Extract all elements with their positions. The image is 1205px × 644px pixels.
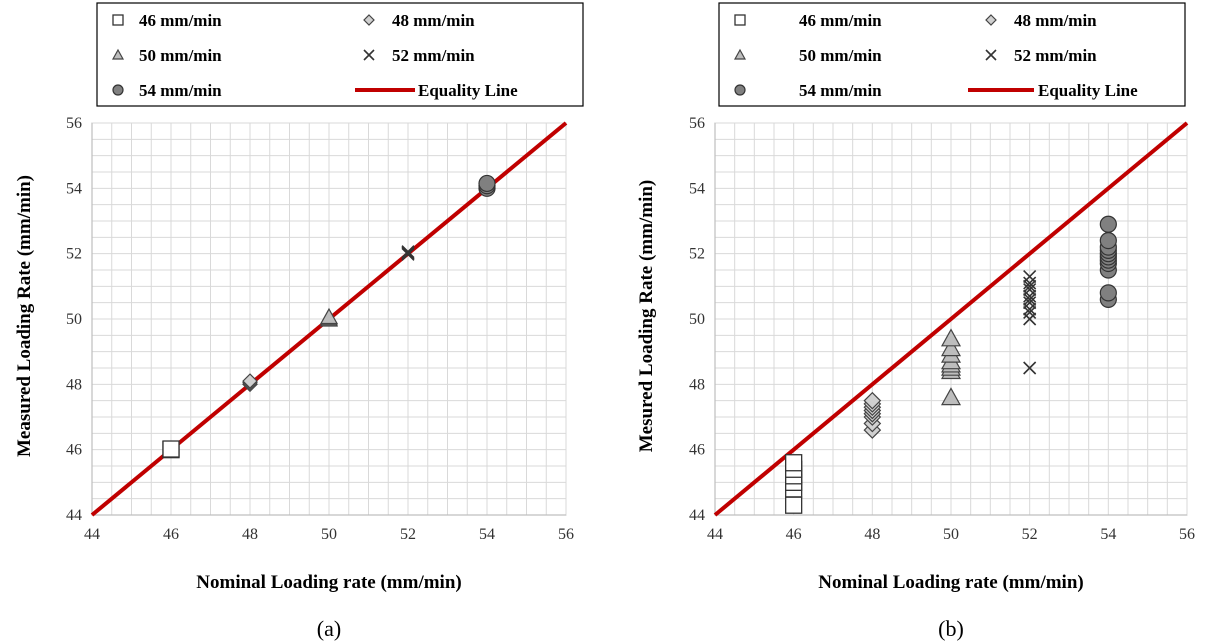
data-point-circle bbox=[1099, 215, 1117, 233]
y-tick-label: 44 bbox=[66, 507, 82, 524]
legend-a: 46 mm/min 48 mm/min 50 mm/min 52 mm/min 54 m… bbox=[111, 11, 518, 100]
legend-label: Equality Line bbox=[418, 81, 518, 100]
y-tick-label: 54 bbox=[689, 180, 705, 197]
x-tick-label: 48 bbox=[864, 526, 880, 543]
legend-label: 50 mm/min bbox=[139, 46, 222, 65]
data-point-cross bbox=[1023, 361, 1037, 375]
x-tick-label: 50 bbox=[943, 526, 959, 543]
data-point-cross bbox=[1023, 302, 1037, 316]
data-point-square bbox=[785, 454, 803, 472]
x-ticks-a: 44 46 48 50 52 54 56 bbox=[84, 526, 574, 543]
legend-label: 54 mm/min bbox=[799, 81, 882, 100]
legend-circle-swatch bbox=[734, 84, 746, 96]
legend-label: 54 mm/min bbox=[139, 81, 222, 100]
y-tick-label: 54 bbox=[66, 180, 82, 197]
x-tick-label: 50 bbox=[321, 526, 337, 543]
panel-caption-a: (a) bbox=[317, 616, 341, 641]
x-tick-label: 56 bbox=[1179, 526, 1195, 543]
data-point-cross bbox=[1023, 289, 1037, 303]
legend-label: 52 mm/min bbox=[392, 46, 475, 65]
panel-caption-b: (b) bbox=[938, 616, 964, 641]
data-point-cross bbox=[1023, 292, 1037, 306]
y-tick-label: 52 bbox=[66, 246, 82, 263]
y-tick-label: 50 bbox=[66, 311, 82, 328]
y-ticks-b: 44 46 48 50 52 54 56 bbox=[689, 115, 705, 524]
x-ticks-b: 44 46 48 50 52 54 56 bbox=[707, 526, 1195, 543]
legend-square-swatch bbox=[112, 14, 124, 26]
y-tick-label: 48 bbox=[689, 376, 705, 393]
x-tick-label: 44 bbox=[707, 526, 723, 543]
x-tick-label: 54 bbox=[1100, 526, 1116, 543]
data-point-cross bbox=[401, 246, 415, 260]
data-point-cross bbox=[401, 247, 415, 261]
y-tick-label: 48 bbox=[66, 376, 82, 393]
data-point-cross bbox=[1023, 305, 1037, 320]
legend-square-swatch bbox=[734, 14, 746, 26]
data-point-square bbox=[785, 496, 803, 514]
data-point-triangle bbox=[319, 307, 339, 325]
y-axis-title-b: Mesured Loading Rate (mm/min) bbox=[636, 180, 657, 453]
y-tick-label: 56 bbox=[66, 115, 82, 132]
legend-label: 48 mm/min bbox=[392, 11, 475, 30]
x-tick-label: 46 bbox=[163, 526, 179, 543]
data-point-circle bbox=[1099, 232, 1117, 250]
data-point-cross bbox=[1023, 312, 1037, 326]
data-point-diamond bbox=[863, 391, 882, 410]
legend-triangle-swatch bbox=[111, 48, 125, 60]
data-point-triangle bbox=[940, 328, 962, 347]
data-point-cross bbox=[1023, 269, 1037, 284]
equality-line-b bbox=[713, 121, 1189, 517]
y-ticks-a: 44 46 48 50 52 54 56 bbox=[66, 115, 82, 524]
x-tick-label: 56 bbox=[558, 526, 574, 543]
x-tick-label: 52 bbox=[400, 526, 416, 543]
data-point-cross bbox=[401, 245, 415, 259]
data-point-diamond bbox=[242, 373, 258, 389]
y-tick-label: 50 bbox=[689, 311, 705, 328]
data-point-cross bbox=[1023, 276, 1037, 290]
points-a bbox=[162, 174, 496, 459]
x-axis-title-b: Nominal Loading rate (mm/min) bbox=[818, 572, 1083, 593]
legend-cross-swatch bbox=[985, 49, 997, 61]
y-tick-label: 46 bbox=[66, 442, 82, 459]
x-tick-label: 46 bbox=[786, 526, 802, 543]
data-point-circle bbox=[478, 174, 496, 193]
y-tick-label: 44 bbox=[689, 507, 705, 524]
y-tick-label: 46 bbox=[689, 442, 705, 459]
x-tick-label: 48 bbox=[242, 526, 258, 543]
legend-label: 52 mm/min bbox=[1014, 46, 1097, 65]
legend-label: 50 mm/min bbox=[799, 46, 882, 65]
panel-b: 44 46 48 50 52 54 56 44 46 48 50 52 54 56 Nominal Lo… bbox=[636, 2, 1195, 641]
equality-line bbox=[713, 121, 1189, 517]
data-point-cross bbox=[1023, 283, 1037, 297]
legend-diamond-swatch bbox=[363, 14, 375, 26]
x-axis-title-a: Nominal Loading rate (mm/min) bbox=[196, 572, 461, 593]
y-tick-label: 52 bbox=[689, 246, 705, 263]
points-b bbox=[785, 215, 1117, 514]
data-point-triangle bbox=[940, 387, 962, 406]
data-point-triangle bbox=[940, 338, 962, 357]
legend-cross-swatch bbox=[363, 49, 375, 61]
data-point-cross bbox=[1023, 279, 1037, 293]
legend-label: 46 mm/min bbox=[799, 11, 882, 30]
x-tick-label: 44 bbox=[84, 526, 100, 543]
legend-diamond-swatch bbox=[985, 14, 997, 26]
y-axis-title-a: Measured Loading Rate (mm/min) bbox=[14, 175, 35, 457]
legend-label: Equality Line bbox=[1038, 81, 1138, 100]
legend-box-a bbox=[96, 2, 584, 107]
legend-label: 46 mm/min bbox=[139, 11, 222, 30]
legend-b: 46 mm/min 48 mm/min 50 mm/min 52 mm/min 54 m… bbox=[733, 11, 1138, 100]
x-tick-label: 52 bbox=[1022, 526, 1038, 543]
legend-box-b bbox=[718, 2, 1186, 107]
legend-label: 48 mm/min bbox=[1014, 11, 1097, 30]
legend-circle-swatch bbox=[112, 84, 124, 96]
x-tick-label: 54 bbox=[479, 526, 495, 543]
data-point-square bbox=[162, 440, 180, 458]
data-point-cross bbox=[1023, 296, 1037, 310]
data-point-circle bbox=[1099, 284, 1117, 302]
legend-triangle-swatch bbox=[733, 48, 747, 60]
panel-a: 44 46 48 50 52 54 56 44 46 48 50 52 54 56 Nominal Lo… bbox=[14, 2, 584, 641]
y-tick-label: 56 bbox=[689, 115, 705, 132]
